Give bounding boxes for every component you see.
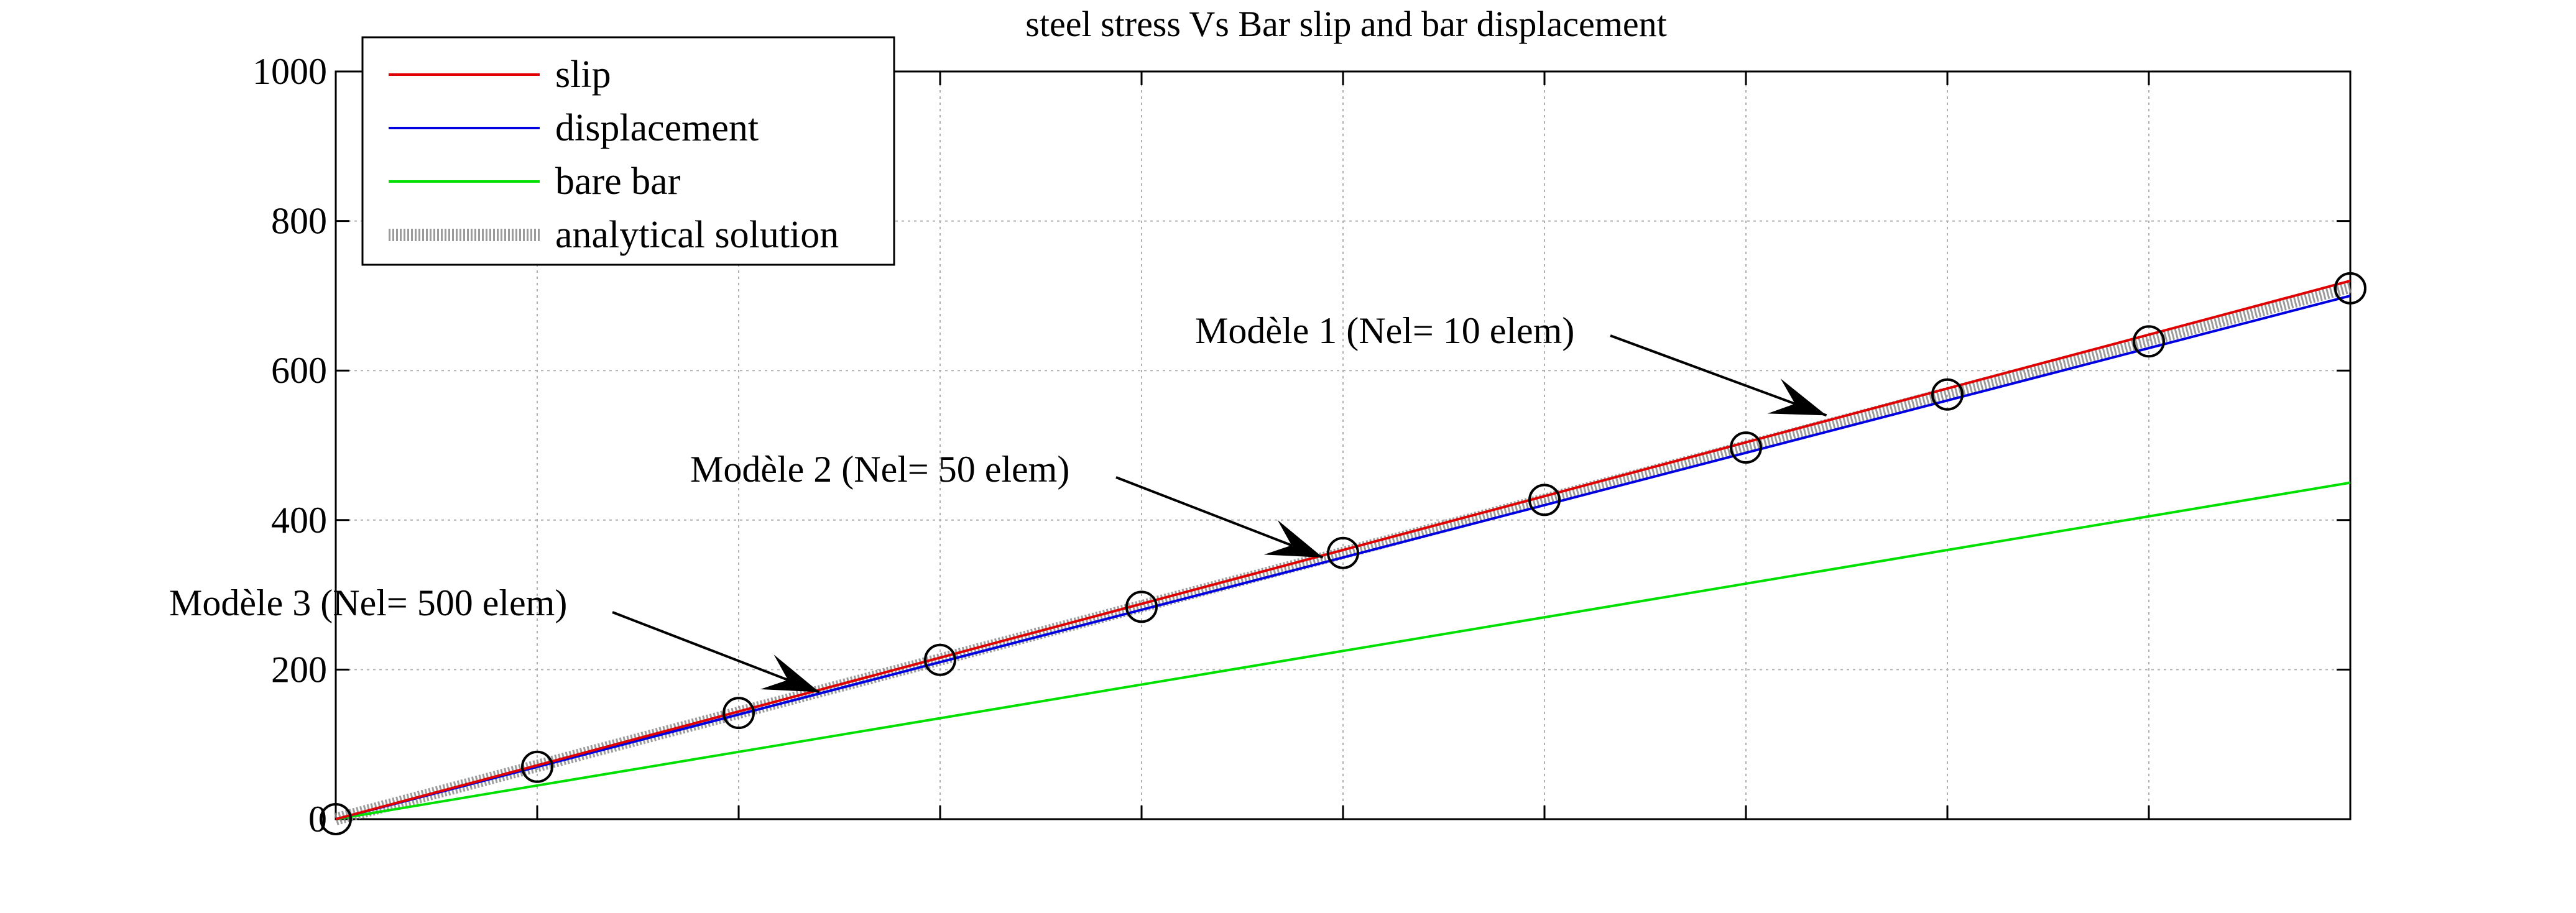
annotation-arrow-line [1115, 476, 1324, 559]
annotation-arrowhead [1263, 520, 1323, 557]
legend-entry: slip [555, 53, 611, 96]
series-bare-bar [335, 481, 2351, 820]
annotation-label: Modèle 2 (Nel= 50 elem) [690, 449, 1069, 490]
series-layer [334, 279, 2352, 825]
annotation-arrowhead [760, 654, 819, 692]
legend-entry: analytical solution [555, 214, 839, 256]
legend-entry: bare bar [555, 160, 681, 203]
annotation-label: Modèle 3 (Nel= 500 elem) [169, 582, 567, 623]
data-marker [2334, 272, 2366, 305]
data-marker [722, 697, 755, 730]
y-tick-label: 1000 [252, 51, 327, 92]
annotation-arrowhead [1767, 379, 1827, 416]
axis-ticks: 0 200 400 600 800 1000 [252, 51, 2352, 840]
y-tick-label: 200 [271, 649, 327, 690]
y-tick-label: 600 [271, 350, 327, 391]
data-marker [1730, 431, 1762, 464]
annotation-layer: Modèle 1 (Nel= 10 elem) Modèle 2 (Nel= 50… [169, 310, 1827, 694]
annotation-label: Modèle 1 (Nel= 10 elem) [1195, 310, 1574, 351]
legend-entry: displacement [555, 107, 759, 149]
data-marker [1528, 484, 1561, 516]
marker-layer [320, 272, 2366, 835]
annotation-arrow-line [612, 611, 820, 694]
data-marker [521, 750, 553, 783]
data-marker [2133, 325, 2165, 358]
data-marker [1931, 378, 1964, 411]
chart-title: steel stress Vs Bar slip and bar displac… [1025, 4, 1666, 44]
y-tick-label: 400 [271, 500, 327, 541]
legend: slip displacement bare bar analytical solut… [361, 36, 895, 266]
data-marker [320, 803, 352, 835]
data-marker [924, 643, 956, 676]
series-slip [335, 279, 2351, 820]
annotation-arrow-line [1610, 334, 1827, 417]
y-tick-label: 800 [271, 201, 327, 242]
data-marker [1125, 590, 1158, 623]
series-displacement [335, 294, 2351, 820]
data-marker [1327, 536, 1359, 569]
y-tick-label: 0 [308, 799, 327, 840]
